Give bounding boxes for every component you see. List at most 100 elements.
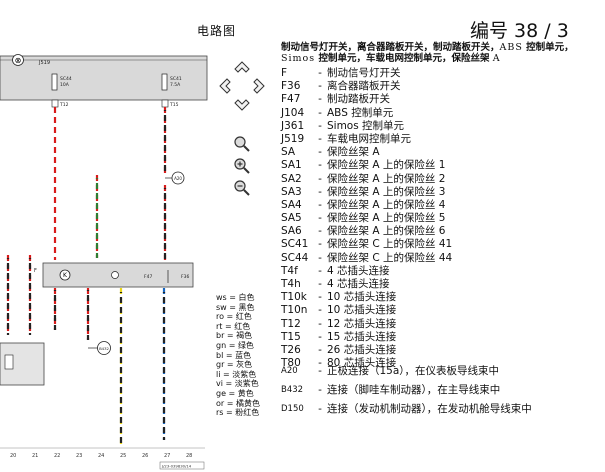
- fuse-sc41-label: SC41: [170, 76, 182, 82]
- legend-dash: -: [318, 132, 322, 145]
- top-module-label: J519: [38, 60, 50, 66]
- legend-desc: 26 芯插头连接: [327, 343, 397, 356]
- legend-dash: -: [318, 119, 322, 132]
- color-code-item: ws = 白色: [216, 293, 255, 302]
- legend-dash: -: [318, 317, 322, 330]
- axis-label: 24: [98, 453, 104, 459]
- legend-code: T15: [281, 330, 301, 343]
- legend-item: J361- Simos 控制单元: [281, 120, 601, 133]
- legend-desc: 保险丝架 A 上的保险丝 4: [327, 198, 446, 211]
- legend-item: SA4 - 保险丝架 A 上的保险丝 4: [281, 199, 601, 212]
- legend-dash: -: [318, 251, 322, 264]
- legend-desc: ABS 控制单元: [327, 106, 394, 119]
- legend-item: T10n -10 芯插头连接: [281, 304, 601, 317]
- color-code-item: vi = 淡紫色: [216, 379, 259, 389]
- legend-item: SC41- 保险丝架 C 上的保险丝 41: [281, 238, 601, 251]
- connection-dash: -: [318, 384, 322, 396]
- legend-desc: 15 芯插头连接: [327, 330, 397, 343]
- legend-code: T26: [281, 343, 301, 356]
- legend-desc: 80 芯插头连接: [327, 357, 397, 370]
- legend-code: SA6: [281, 225, 302, 238]
- legend-dash: -: [318, 67, 322, 79]
- heading-part-1: 制动信号灯开关，离合器踏板开关，制动踏板开关，: [281, 42, 500, 53]
- connection-code: B432: [281, 385, 304, 395]
- connection-code: A20: [281, 366, 298, 376]
- magnifier-icon[interactable]: [232, 134, 252, 154]
- legend-item: SA3 - 保险丝架 A 上的保险丝 3: [281, 186, 601, 199]
- axis-label: 26: [142, 453, 148, 459]
- legend-code: F: [281, 67, 288, 79]
- nav-up-icon[interactable]: [232, 58, 252, 78]
- connection-item: B432 - 连接（脚哇车制动器），在主导线束中: [281, 381, 601, 400]
- connection-item: D150 - 连接（发动机制动器），在发动机舱导线束中: [281, 400, 601, 419]
- nav-down-icon[interactable]: [232, 94, 252, 114]
- doc-title: 电路图: [197, 24, 237, 38]
- legend-desc: 制动踏板开关: [327, 93, 390, 106]
- legend-item: SA1 - 保险丝架 A 上的保险丝 1: [281, 159, 601, 172]
- zoom-out-icon[interactable]: [232, 178, 252, 198]
- legend-desc: 保险丝架 C 上的保险丝 41: [327, 238, 453, 251]
- color-code-item: bl = 蓝色: [216, 350, 252, 360]
- legend-item: F36 - 离合器踏板开关: [281, 80, 601, 93]
- legend-dash: -: [318, 238, 322, 251]
- legend-dash: -: [318, 185, 322, 198]
- legend-dash: -: [318, 291, 322, 304]
- legend-desc: 车载电网控制单元: [327, 132, 411, 145]
- axis-label: 27: [164, 453, 170, 459]
- nav-left-icon[interactable]: [216, 76, 236, 96]
- legend-code: SA4: [281, 198, 302, 211]
- legend-desc: Simos 控制单元: [327, 119, 405, 132]
- legend-item: J519- 车载电网控制单元: [281, 133, 601, 146]
- legend-code: T4f: [281, 264, 298, 277]
- legend-item: T12 -12 芯插头连接: [281, 318, 601, 331]
- nav-right-icon[interactable]: [248, 76, 268, 96]
- legend-desc: 4 芯插头连接: [327, 278, 390, 290]
- heading-simos: Simos: [281, 53, 316, 64]
- legend-code: T80: [281, 357, 301, 370]
- heading-part-4: A: [492, 53, 501, 64]
- legend-dash: -: [318, 93, 322, 106]
- connection-legend: A20- 正极连接（15a），在仪表板导线束中 B432- 连接（脚哇车制动器），在主…: [281, 362, 601, 419]
- connection-dash: -: [318, 403, 322, 415]
- legend-dash: -: [318, 343, 322, 356]
- legend-item: T26 -26 芯插头连接: [281, 344, 601, 357]
- axis-label: 23: [76, 453, 82, 459]
- legend-item: T80 -80 芯插头连接: [281, 357, 601, 370]
- top-module-bar: [0, 55, 208, 101]
- connection-a20-circle: [171, 171, 185, 185]
- axis-label: 22: [54, 453, 60, 459]
- switch-k-label: K: [63, 272, 68, 279]
- axis-label: 25: [120, 453, 126, 459]
- zoom-in-icon[interactable]: [232, 156, 252, 176]
- legend-code: SC41: [281, 238, 309, 251]
- legend-code: T10k: [281, 291, 307, 304]
- legend-dash: -: [318, 146, 322, 159]
- pin-t12: T12: [59, 102, 69, 108]
- wiring-schematic: ⊗ J519 SC44 10A SC41 7.5A T12 T15 A20 K …: [0, 54, 208, 470]
- legend-item: SC44- 保险丝架 C 上的保险丝 44: [281, 252, 601, 265]
- legend-item: T4h -4 芯插头连接: [281, 278, 601, 291]
- color-code-item: gn = 绿色: [216, 340, 254, 350]
- page-number: 编号 38 / 3: [470, 20, 569, 42]
- legend-item: T15 -15 芯插头连接: [281, 331, 601, 344]
- fuse-sc44: [51, 73, 58, 91]
- legend-desc: 保险丝架 A 上的保险丝 1: [327, 159, 446, 172]
- component-legend: F - 制动信号灯开关 F36- 离合器踏板开关 F47- 制动踏板开关 J104- ABS 控…: [281, 67, 601, 370]
- legend-code: J361: [281, 119, 305, 132]
- legend-dash: -: [318, 106, 322, 119]
- legend-code: SC44: [281, 251, 309, 264]
- legend-code: J519: [281, 132, 305, 145]
- heading-part-3: 控制单元，车载电网控制单元，保险丝架: [315, 53, 493, 64]
- legend-item: SA2 - 保险丝架 A 上的保险丝 2: [281, 173, 601, 186]
- axis-label: 28: [186, 453, 192, 459]
- legend-code: SA5: [281, 212, 302, 225]
- page-ref: J/23-039830/14: [161, 464, 192, 469]
- switch-f47-label: F47: [144, 274, 152, 280]
- legend-desc: 离合器踏板开关: [327, 80, 401, 93]
- color-code-item: gr = 灰色: [216, 360, 253, 370]
- pin-t15: T15: [169, 102, 179, 108]
- connection-desc: 连接（脚哇车制动器），在主导线束中: [327, 384, 501, 396]
- legend-item: F47 - 制动踏板开关: [281, 93, 601, 106]
- color-code-item: rs = 粉红色: [216, 408, 260, 418]
- heading-abs: ABS: [499, 42, 523, 53]
